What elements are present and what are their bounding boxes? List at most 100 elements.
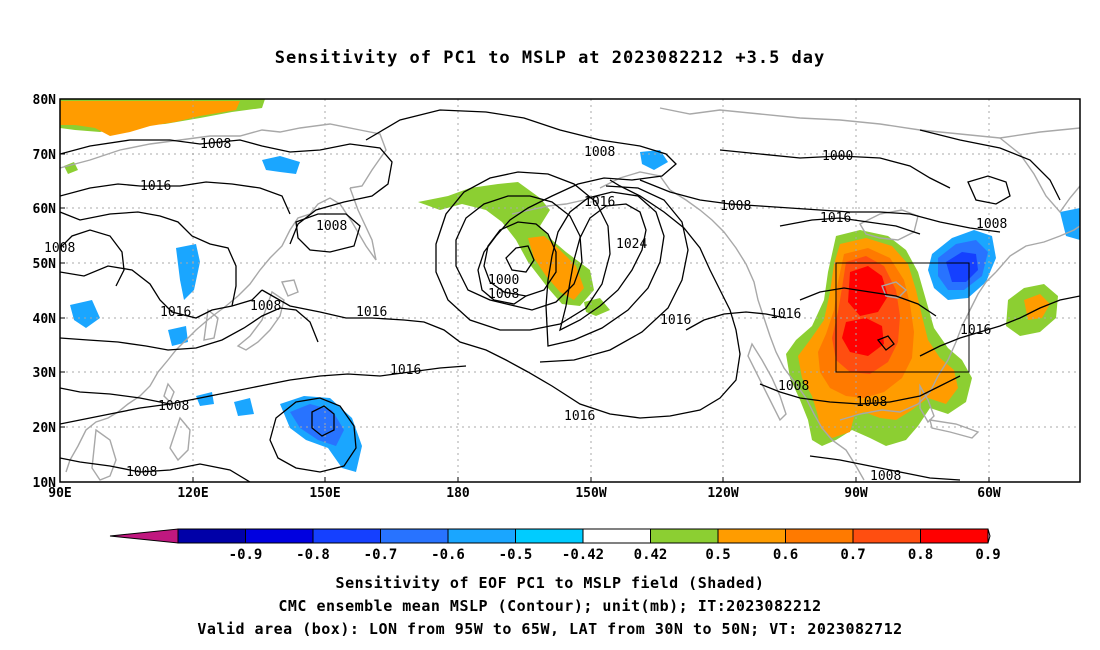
contour-label: 1016 [564,409,595,424]
coastlines [60,107,1080,481]
colorbar-label: -0.7 [364,547,398,563]
shade-pacific-blue [640,150,668,170]
contour-label: 1016 [660,313,691,328]
colorbar-label: 0.7 [840,547,865,563]
colorbar-bin [785,528,854,544]
colorbar-label: 0.6 [773,547,798,563]
colorbar-bin [515,528,584,544]
shade-atlantic-blue-dark [946,252,978,282]
lat-label: 30N [33,366,57,381]
lon-label: 150E [309,486,340,501]
contour-label: 1016 [820,211,851,226]
lon-label: 60W [977,486,1001,501]
coast-se-asia [91,428,117,481]
contour-1008-sw2 [60,457,251,482]
colorbar-label: -0.42 [562,547,604,563]
contour-high-ring-a [545,191,665,347]
colorbar-bin [380,528,449,544]
contour-1008-low [483,221,557,297]
contour-1008-gulf-b [809,455,961,481]
contour-1016-asia-a [60,211,237,307]
colorbar-bin [312,528,381,544]
shade-blue-siberia [262,156,300,174]
contour-label: 1024 [616,237,647,252]
caption-line-2: CMC ensemble mean MSLP (Contour); unit(m… [278,597,822,615]
contour-arctic-ring [919,129,1061,201]
contour-label: 1008 [778,379,809,394]
mslp-contours [60,109,1080,482]
contour-1008-na [639,179,1001,233]
colorbar-bin [447,528,516,544]
contour-1016-canada [779,217,921,235]
shade-blue-asia-b [70,300,100,328]
contour-label: 1016 [960,323,991,338]
contour-typhoon-inner [311,405,335,437]
contour-label-layer: 1008 1008 1016 1008 1016 1008 1016 1008 … [44,137,1007,484]
colorbar-bin [920,528,989,544]
shade-na-red-a [848,266,888,316]
shade-blue-asia-c [168,326,188,346]
lat-label: 70N [33,148,57,163]
coast-cuba [929,419,980,439]
coast-korea [203,308,219,341]
shade-small-green [64,162,78,174]
colorbar-label: -0.6 [431,547,465,563]
valid-area-box [835,262,970,373]
contour-label: 1008 [126,465,157,480]
shade-blue-asia-a [176,244,200,300]
colorbar-label: 0.42 [634,547,668,563]
lon-label: 180 [446,486,470,501]
sensitivity-shading [60,99,1080,472]
contour-low-ring-b [435,171,611,331]
coast-greenland [999,137,1080,214]
contour-1008-asia-e [60,307,319,351]
coast-kamchatka [237,187,377,297]
colorbar-bin [582,528,651,544]
colorbar-high-end [987,528,991,544]
coast-siberia-arctic [60,123,387,189]
contour-high-ring-b [539,185,689,363]
contour-1000-low-inner [505,245,535,273]
contour-1016-west-na [685,311,787,331]
shade-blue-asia-d [234,398,254,416]
contour-hook-east [967,175,1011,205]
lon-label: 120E [177,486,208,501]
contour-label: 1008 [870,469,901,484]
colorbar-bin [717,528,786,544]
coast-gulf [839,271,997,421]
colorbar: -0.9 -0.8 -0.7 -0.6 -0.5 -0.42 0.42 0.5 0.6 0.7 0.… [109,528,1001,563]
axis-ticks [60,98,990,483]
caption-line-3: Valid area (box): LON from 95W to 65W, L… [197,620,903,638]
coast-japan-hokkaido [281,279,299,297]
caption-line-1: Sensitivity of EOF PC1 to MSLP field (Sh… [335,574,765,592]
lat-axis: 80N 70N 60N 50N 40N 30N 20N 10N [33,93,57,491]
colorbar-bin [650,528,719,544]
contour-label: 1016 [356,305,387,320]
contour-inner-na [799,287,937,317]
contour-1016-subtropic [60,365,467,405]
contour-1016-pacific-main [261,179,741,419]
map-title: Sensitivity of PC1 to MSLP at 2023082212… [274,48,826,68]
contour-label: 1000 [822,149,853,164]
lon-label: 90W [844,486,868,501]
map-frame [59,98,1081,483]
shade-atlantic-blue-east [1060,208,1080,240]
contour-1016-atlantic [919,295,1080,357]
coast-east-asia [65,295,239,473]
contour-1008-kamchatka [295,213,361,253]
contour-1008-nw [60,139,393,245]
contour-1016-nw [60,181,291,215]
lat-label: 50N [33,257,57,272]
shade-na-red-b [842,318,884,356]
contour-label: 1008 [158,399,189,414]
contour-label: 1008 [200,137,231,152]
contour-label: 1008 [720,199,751,214]
lat-label: 20N [33,421,57,436]
contour-label: 1008 [250,299,281,314]
colorbar-label: -0.9 [229,547,263,563]
colorbar-bin [245,528,314,544]
contour-small-loop [876,335,895,351]
coast-alaska-north [659,107,1080,139]
contour-typhoon-outer [269,397,357,473]
shade-blue-asia-e [196,392,214,406]
